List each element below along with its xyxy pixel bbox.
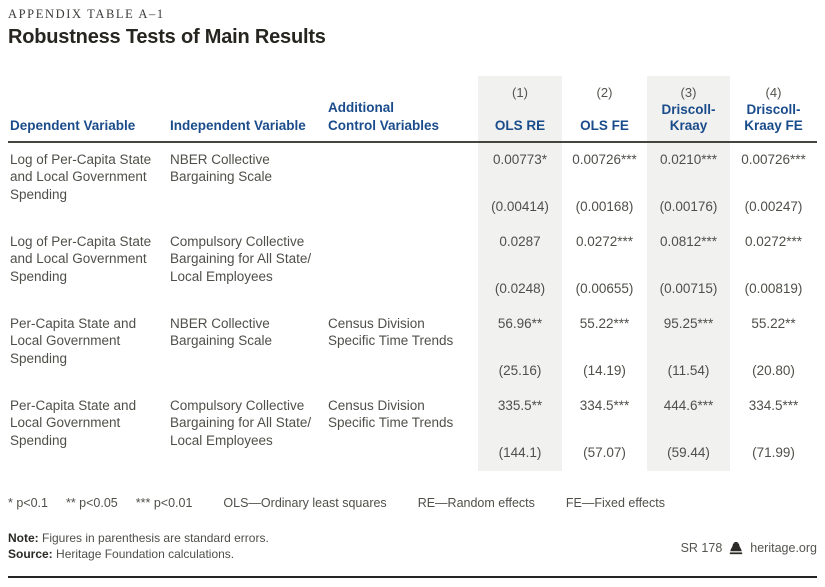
coefficient-value: 0.00726*** <box>741 152 806 167</box>
row1-dependent-variable: Log of Per-Capita State and Local Govern… <box>10 152 152 202</box>
row3-model4-cell: 55.22** (20.80) <box>730 307 817 389</box>
standard-error: (0.00168) <box>575 198 634 214</box>
source-label: Source: <box>8 546 53 561</box>
coefficient-value: 0.0272*** <box>744 234 803 249</box>
footer-branding: SR 178 heritage.org <box>681 541 817 555</box>
model-4-label: Driscoll- Kraay FE <box>744 101 803 133</box>
row3-model1-cell: 56.96** (25.16) <box>478 307 562 389</box>
row4-controls: Census Division Specific Time Trends <box>328 398 454 431</box>
coefficient-value: 0.0287 <box>499 234 541 249</box>
row2-controls <box>326 225 478 307</box>
standard-error: (0.00176) <box>659 198 718 214</box>
legend-fe: FE—Fixed effects <box>565 496 665 510</box>
footnotes: Note: Figures in parenthesis are standar… <box>8 531 269 562</box>
row2-model2-cell: 0.0272*** (0.00655) <box>562 225 647 307</box>
coefficient-value: 55.22*** <box>579 316 630 331</box>
standard-error: (25.16) <box>498 362 542 378</box>
row4-model4-cell: 334.5*** (71.99) <box>730 389 817 471</box>
model-2-number: (2) <box>596 85 613 100</box>
row4-model1-cell: 335.5** (144.1) <box>478 389 562 471</box>
row3-model2-cell: 55.22*** (14.19) <box>562 307 647 389</box>
legend-p001: *** p<0.01 <box>135 496 193 510</box>
row1-model2-cell: 0.00726*** (0.00168) <box>562 143 647 225</box>
legend-p005: ** p<0.05 <box>65 496 118 510</box>
site-url: heritage.org <box>750 541 817 555</box>
results-table: Dependent Variable Independent Variable … <box>8 76 817 471</box>
standard-error: (0.00715) <box>659 280 718 296</box>
row2-model3-cell: 0.0812*** (0.00715) <box>647 225 730 307</box>
coefficient-value: 0.00773* <box>492 152 548 167</box>
row2-model1-cell: 0.0287 (0.0248) <box>478 225 562 307</box>
row1-model1-cell: 0.00773* (0.00414) <box>478 143 562 225</box>
source-line: Source: Heritage Foundation calculations… <box>8 547 269 563</box>
coefficient-value: 0.0812*** <box>659 234 718 249</box>
source-text: Heritage Foundation calculations. <box>52 546 235 561</box>
col-header-dependent-variable: Dependent Variable <box>8 76 168 143</box>
model-1-label: OLS RE <box>494 117 546 133</box>
standard-error: (0.00819) <box>744 280 803 296</box>
row3-independent-variable: NBER Collective Bargaining Scale <box>170 316 273 349</box>
coefficient-value: 95.25*** <box>663 316 714 331</box>
coefficient-value: 0.0210*** <box>659 152 718 167</box>
note-line: Note: Figures in parenthesis are standar… <box>8 531 269 547</box>
row2-independent-variable: Compulsory Collective Bargaining for All… <box>170 234 312 284</box>
standard-error: (144.1) <box>498 444 542 460</box>
table-eyebrow: APPENDIX TABLE A–1 <box>8 7 165 21</box>
col-header-model-2: (2) OLS FE <box>562 76 647 143</box>
legend-p01: * p<0.1 <box>8 496 48 510</box>
note-text: Figures in parenthesis are standard erro… <box>38 531 269 545</box>
model-4-number: (4) <box>765 85 782 100</box>
coefficient-value: 55.22** <box>751 316 796 331</box>
row4-model3-cell: 444.6*** (59.44) <box>647 389 730 471</box>
coefficient-value: 0.00726*** <box>572 152 637 167</box>
standard-error: (57.07) <box>583 444 626 460</box>
significance-legend: * p<0.1 ** p<0.05 *** p<0.01 OLS—Ordinar… <box>8 496 665 510</box>
row3-model3-cell: 95.25*** (11.54) <box>647 307 730 389</box>
report-id: SR 178 <box>680 541 723 555</box>
standard-error: (0.0248) <box>494 280 546 296</box>
standard-error: (20.80) <box>752 362 795 378</box>
coefficient-value: 334.5*** <box>579 398 630 413</box>
standard-error: (14.19) <box>583 362 626 378</box>
coefficient-value: 334.5*** <box>748 398 799 413</box>
row1-controls <box>326 143 478 225</box>
row4-model2-cell: 334.5*** (57.07) <box>562 389 647 471</box>
row2-dependent-variable: Log of Per-Capita State and Local Govern… <box>10 234 152 284</box>
coefficient-value: 56.96** <box>497 316 543 331</box>
legend-ols: OLS—Ordinary least squares <box>223 496 387 510</box>
table-title: Robustness Tests of Main Results <box>8 26 326 48</box>
model-3-label: Driscoll- Kraay <box>661 101 716 133</box>
col-header-additional-controls: Additional Control Variables <box>326 76 478 143</box>
col-header-independent-variable: Independent Variable <box>168 76 326 143</box>
row4-independent-variable: Compulsory Collective Bargaining for All… <box>170 398 312 448</box>
heritage-bell-icon <box>729 541 743 555</box>
bottom-rule <box>8 576 817 578</box>
row1-model3-cell: 0.0210*** (0.00176) <box>647 143 730 225</box>
standard-error: (11.54) <box>667 362 710 378</box>
row1-independent-variable: NBER Collective Bargaining Scale <box>170 152 273 185</box>
legend-re: RE—Random effects <box>417 496 535 510</box>
model-3-number: (3) <box>680 85 697 100</box>
row1-model4-cell: 0.00726*** (0.00247) <box>730 143 817 225</box>
standard-error: (0.00247) <box>744 198 803 214</box>
row2-model4-cell: 0.0272*** (0.00819) <box>730 225 817 307</box>
standard-error: (59.44) <box>667 444 710 460</box>
model-1-number: (1) <box>512 85 528 100</box>
row3-controls: Census Division Specific Time Trends <box>328 316 454 349</box>
row4-dependent-variable: Per-Capita State and Local Government Sp… <box>10 398 137 448</box>
coefficient-value: 0.0272*** <box>575 234 634 249</box>
standard-error: (0.00655) <box>575 280 634 296</box>
standard-error: (0.00414) <box>491 198 549 214</box>
standard-error: (71.99) <box>752 444 795 460</box>
model-2-label: OLS FE <box>580 117 629 133</box>
row3-dependent-variable: Per-Capita State and Local Government Sp… <box>10 316 137 366</box>
coefficient-value: 444.6*** <box>663 398 714 413</box>
col-header-model-4: (4) Driscoll- Kraay FE <box>730 76 817 143</box>
col-header-model-3: (3) Driscoll- Kraay <box>647 76 730 143</box>
col-header-model-1: (1) OLS RE <box>478 76 562 143</box>
coefficient-value: 335.5** <box>497 398 543 413</box>
note-label: Note: <box>8 531 39 545</box>
